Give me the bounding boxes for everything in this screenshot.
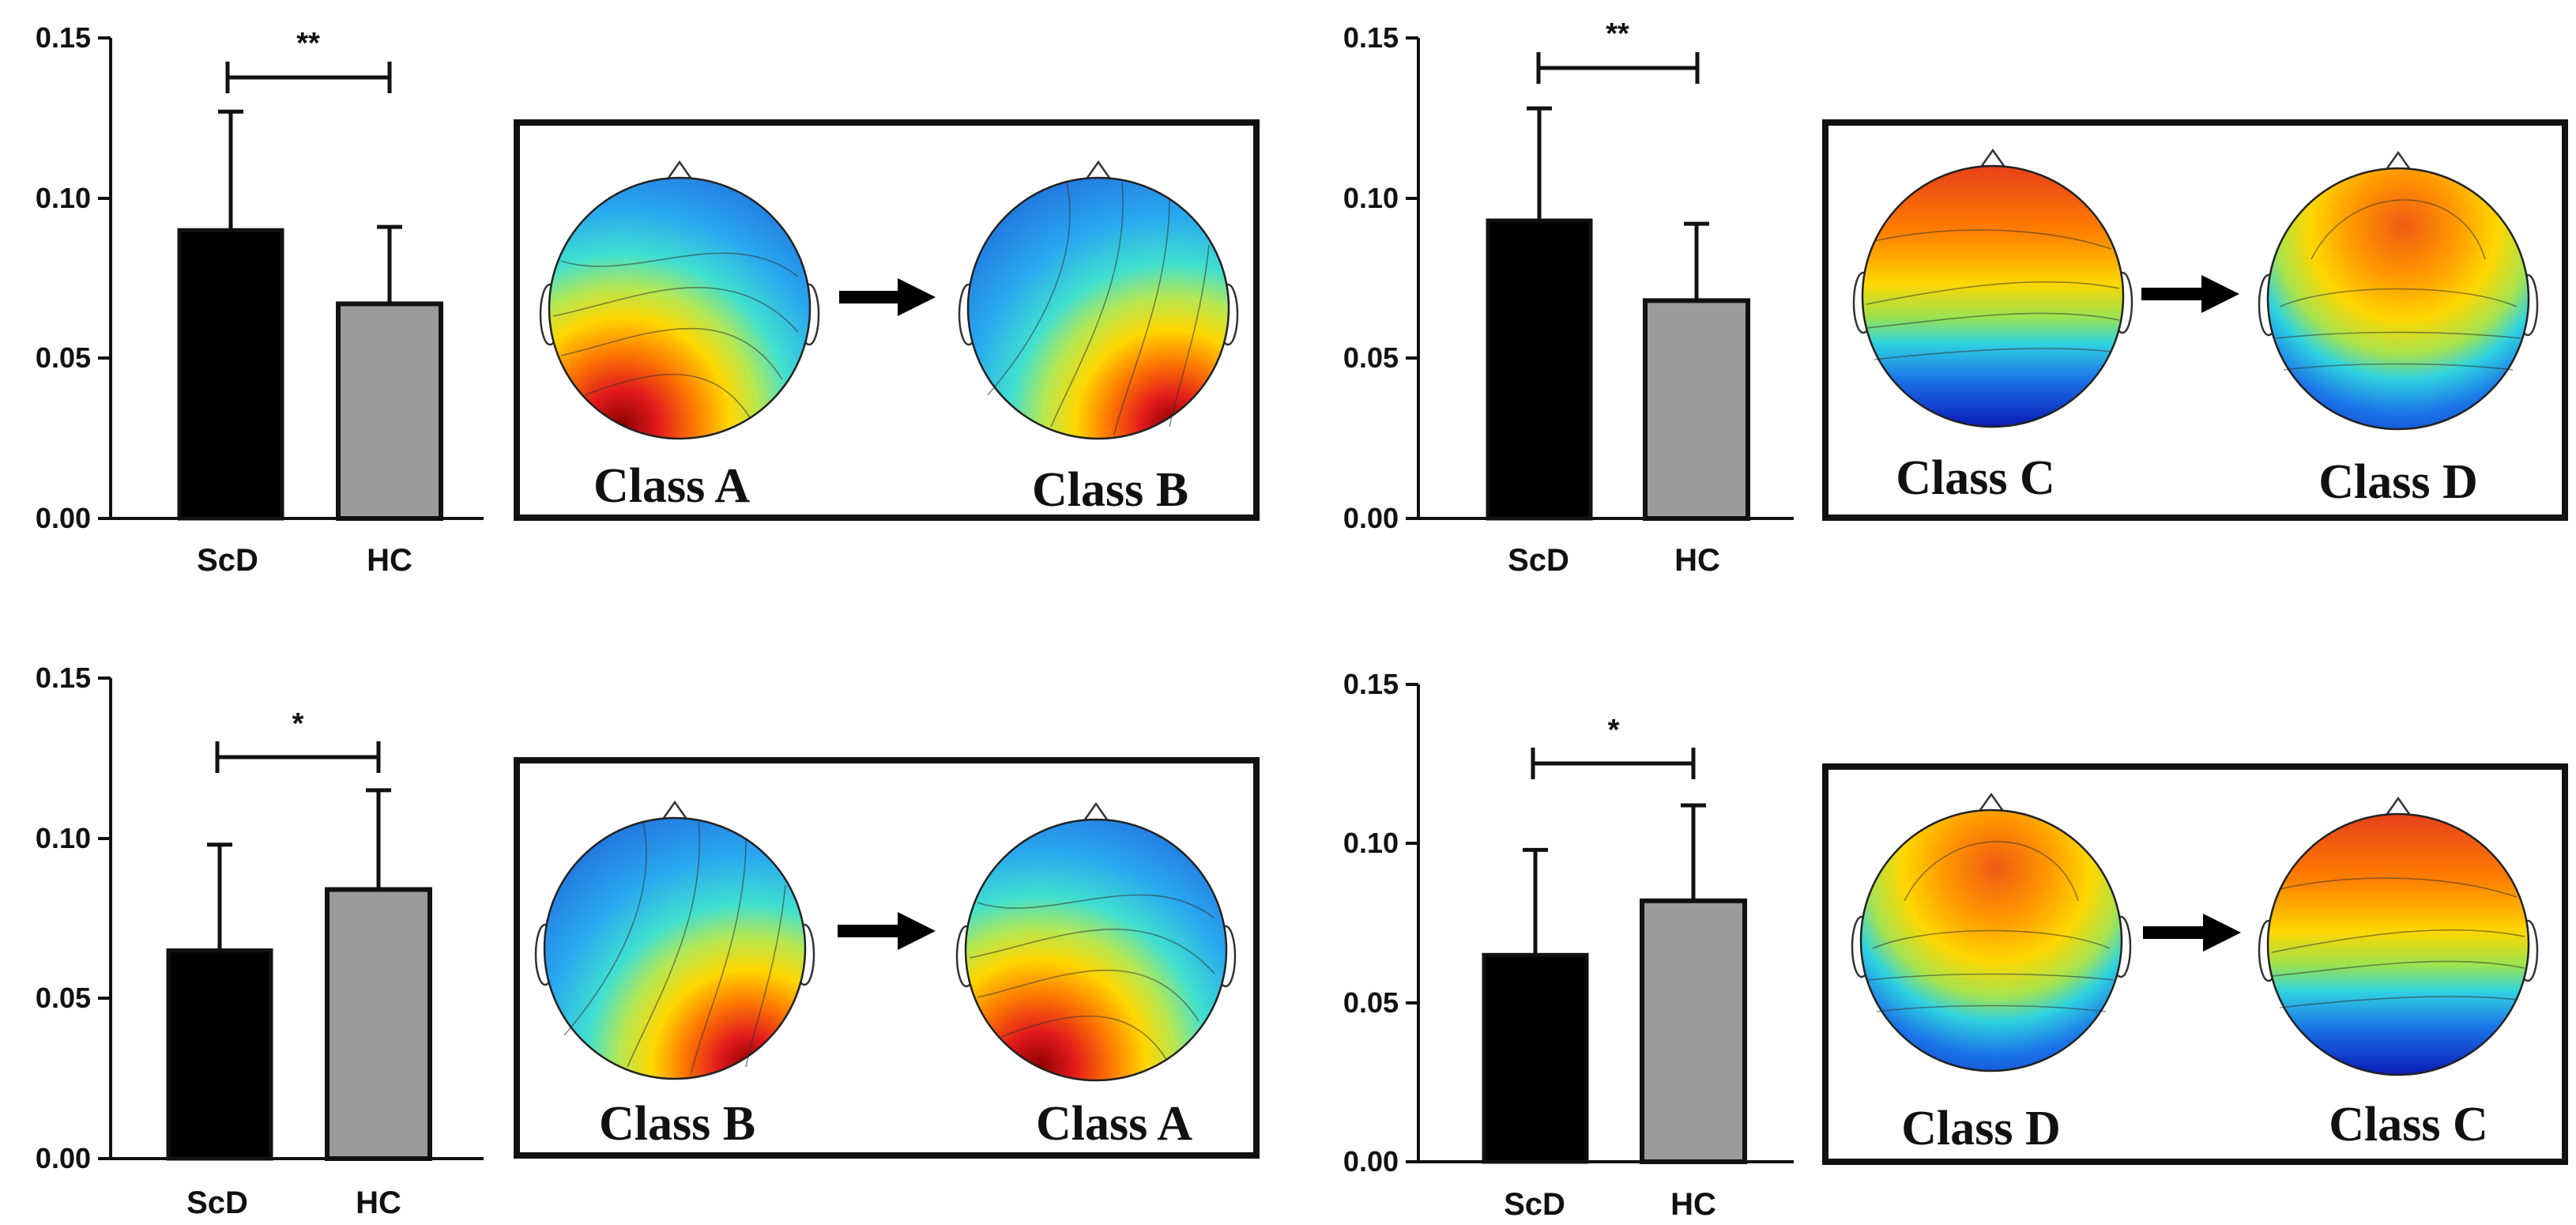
bar-chart-2: 0.00 0.05 0.10 0.15 ** ScD HC [1343, 17, 1794, 578]
category-label-hc: HC [356, 1185, 401, 1220]
topomap-from [539, 160, 820, 440]
y-tick-label: 0.15 [36, 662, 91, 694]
bar-hc [1643, 298, 1750, 521]
bar-hc [325, 887, 432, 1162]
topomap-from [534, 800, 815, 1080]
error-bar-hc [377, 224, 402, 304]
bar-chart-1: 0.00 0.05 0.10 0.15 ** ScD HC [36, 21, 484, 578]
y-tick-label: 0.15 [1343, 21, 1399, 54]
y-tick-label: 0.15 [36, 21, 91, 54]
topomap-box [514, 119, 1260, 521]
y-tick-label: 0.00 [36, 1142, 91, 1174]
bar-hc [1640, 898, 1747, 1165]
category-label-scd: ScD [197, 543, 258, 578]
bar-scd [177, 228, 284, 521]
topomap-from [1851, 792, 2132, 1072]
category-label-scd: ScD [186, 1185, 248, 1220]
class-label-from: Class D [1901, 1102, 2061, 1155]
topomap-to [955, 801, 1237, 1082]
y-tick-label: 0.00 [36, 502, 91, 534]
error-bar-hc [366, 788, 391, 890]
topomap-box [1822, 763, 2568, 1165]
class-label-to: Class B [1032, 463, 1188, 517]
category-label-scd: ScD [1508, 543, 1569, 578]
y-tick-label: 0.10 [36, 182, 91, 214]
bar-hc [336, 301, 443, 521]
y-tick-label: 0.00 [1343, 1145, 1399, 1178]
bar-scd [166, 948, 273, 1161]
category-label-hc: HC [1670, 1187, 1716, 1222]
category-label-hc: HC [1674, 543, 1720, 578]
significance-bracket [225, 62, 392, 93]
y-ticks: 0.00 0.05 0.10 0.15 [1343, 21, 1418, 534]
class-label-from: Class B [599, 1097, 755, 1151]
bar-chart-3: 0.00 0.05 0.10 0.15 * ScD HC [36, 662, 484, 1220]
y-tick-label: 0.05 [36, 982, 91, 1014]
topomap-to [2258, 796, 2539, 1076]
panel-1: 0.00 0.05 0.10 0.15 ** ScD HC [36, 21, 1260, 578]
error-bar-hc [1684, 221, 1709, 301]
y-tick-label: 0.10 [36, 822, 91, 854]
significance-bracket [215, 741, 381, 773]
y-tick-label: 0.05 [1343, 341, 1399, 374]
category-label-scd: ScD [1504, 1187, 1565, 1222]
y-tick-label: 0.15 [1343, 668, 1399, 700]
bar-scd [1482, 952, 1589, 1164]
class-label-to: Class A [1036, 1097, 1192, 1151]
class-label-from: Class C [1896, 451, 2055, 505]
topomap-from [1852, 148, 2133, 428]
panel-4: 0.00 0.05 0.10 0.15 * ScD HC [1343, 668, 2568, 1222]
bar-chart-4: 0.00 0.05 0.10 0.15 * ScD HC [1343, 668, 1794, 1222]
significance-bracket [1536, 52, 1700, 84]
y-ticks: 0.00 0.05 0.10 0.15 [1343, 668, 1418, 1178]
y-ticks: 0.00 0.05 0.10 0.15 [36, 662, 111, 1174]
significance-bracket [1531, 748, 1696, 779]
significance-label: ** [1606, 17, 1629, 51]
y-tick-label: 0.10 [1343, 827, 1399, 859]
class-label-from: Class A [593, 459, 750, 513]
error-bar-scd [1527, 106, 1552, 221]
bar-scd [1486, 218, 1593, 521]
error-bar-scd [207, 842, 232, 951]
error-bar-hc [1681, 803, 1706, 901]
class-label-to: Class D [2318, 455, 2478, 509]
topomap-box [1822, 119, 2568, 521]
y-tick-label: 0.05 [1343, 986, 1399, 1019]
y-tick-label: 0.05 [36, 341, 91, 374]
y-ticks: 0.00 0.05 0.10 0.15 [36, 21, 111, 534]
significance-label: * [1608, 714, 1620, 747]
category-label-hc: HC [367, 543, 412, 578]
significance-label: ** [296, 27, 320, 60]
y-tick-label: 0.10 [1343, 182, 1399, 214]
topomap-box [514, 757, 1260, 1159]
topomap-to [2258, 150, 2539, 431]
topomap-to [958, 160, 1239, 440]
error-bar-scd [1523, 847, 1548, 956]
panel-3: 0.00 0.05 0.10 0.15 * ScD HC [36, 662, 1260, 1220]
significance-label: * [292, 707, 304, 741]
error-bar-scd [218, 109, 243, 231]
panel-2: 0.00 0.05 0.10 0.15 ** ScD HC [1343, 17, 2568, 578]
y-tick-label: 0.00 [1343, 502, 1399, 534]
class-label-to: Class C [2329, 1098, 2488, 1152]
